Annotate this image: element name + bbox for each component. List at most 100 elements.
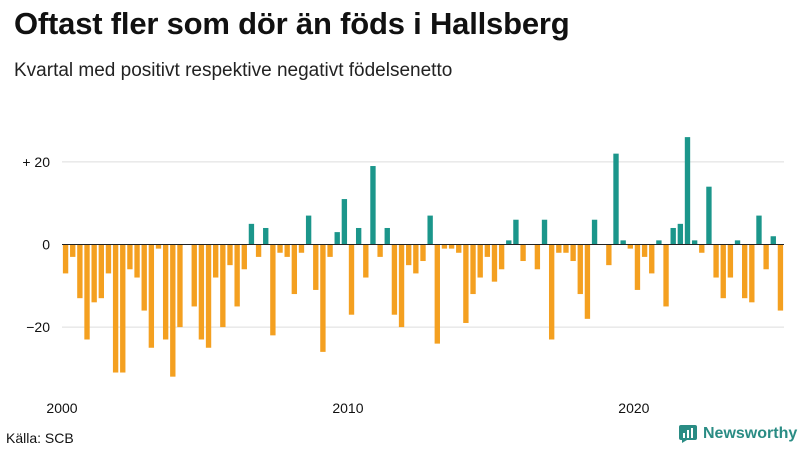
bar	[370, 166, 376, 245]
bar	[498, 244, 505, 270]
x-tick-label: 2010	[332, 400, 363, 416]
newsworthy-logo: Newsworthy	[679, 425, 797, 443]
bar	[484, 244, 491, 257]
bar	[105, 244, 112, 274]
bar	[720, 244, 726, 299]
bar	[177, 244, 183, 328]
source-label: Källa: SCB	[6, 430, 74, 446]
bar	[713, 244, 719, 278]
bar	[684, 137, 691, 245]
bar	[341, 199, 348, 245]
bar	[363, 244, 369, 278]
bar	[305, 215, 312, 245]
y-tick-label: + 20	[22, 154, 50, 170]
bar	[656, 240, 662, 245]
bar	[777, 244, 784, 311]
bar	[62, 244, 69, 274]
bar	[456, 244, 462, 253]
bar	[191, 244, 197, 307]
bar	[134, 244, 140, 278]
bar	[570, 244, 576, 262]
bar	[749, 244, 755, 303]
bar	[491, 244, 498, 282]
bar	[691, 240, 698, 245]
bar	[98, 244, 104, 299]
bar	[320, 244, 326, 352]
bar	[734, 240, 741, 245]
bar	[127, 244, 133, 270]
bar	[513, 219, 519, 245]
chart-subtitle: Kvartal med positivt respektive negativt…	[14, 60, 453, 81]
bar	[213, 244, 219, 278]
x-axis-ticks: 2000 2010 2020	[46, 400, 649, 416]
bar	[70, 244, 76, 257]
bar	[112, 244, 119, 373]
bar	[406, 244, 412, 266]
bar	[334, 232, 340, 245]
bar	[427, 215, 433, 245]
bar	[120, 244, 126, 373]
bar	[263, 227, 269, 245]
bar	[742, 244, 748, 299]
bar	[141, 244, 147, 311]
bar	[620, 240, 626, 245]
bar	[591, 219, 598, 245]
bar	[641, 244, 648, 257]
bar	[541, 219, 548, 245]
bar	[270, 244, 276, 336]
bar	[84, 244, 90, 340]
bar	[563, 244, 569, 253]
bar	[355, 227, 362, 245]
bar	[205, 244, 212, 348]
bar	[248, 223, 255, 245]
bar	[670, 227, 676, 245]
y-tick-label: −20	[26, 319, 50, 335]
bar	[763, 244, 769, 270]
bar	[198, 244, 205, 340]
chart-title: Oftast fler som dör än föds i Hallsberg	[14, 6, 570, 41]
bar	[313, 244, 319, 290]
bar	[548, 244, 555, 340]
bar	[298, 244, 305, 253]
bar	[398, 244, 405, 328]
bar	[413, 244, 419, 274]
bar	[277, 244, 283, 253]
bar	[148, 244, 155, 348]
bar	[577, 244, 583, 295]
bar	[291, 244, 298, 295]
bar	[634, 244, 641, 290]
bar	[77, 244, 83, 299]
bar	[441, 244, 448, 249]
bar	[584, 244, 591, 319]
bar	[649, 244, 655, 274]
bar	[91, 244, 97, 303]
bar	[220, 244, 226, 328]
bar	[327, 244, 333, 257]
bar	[477, 244, 483, 278]
bar	[770, 236, 776, 245]
newsworthy-logo-icon	[679, 425, 697, 443]
bar	[606, 244, 612, 266]
bar	[613, 153, 619, 245]
bar	[663, 244, 669, 307]
x-tick-label: 2000	[46, 400, 77, 416]
bar	[227, 244, 233, 266]
bar	[699, 244, 705, 253]
bar	[377, 244, 383, 257]
bar	[448, 244, 455, 249]
bar	[627, 244, 633, 249]
bar	[756, 215, 762, 245]
bar	[162, 244, 169, 340]
bars	[62, 137, 784, 377]
bar	[520, 244, 526, 262]
bar	[241, 244, 247, 270]
bar	[470, 244, 476, 295]
bar	[170, 244, 176, 377]
bar	[391, 244, 398, 315]
y-axis-ticks: + 20 0 −20	[22, 154, 50, 335]
bar	[434, 244, 440, 344]
bar	[384, 227, 390, 245]
bar	[255, 244, 262, 257]
brand-name: Newsworthy	[703, 425, 798, 442]
